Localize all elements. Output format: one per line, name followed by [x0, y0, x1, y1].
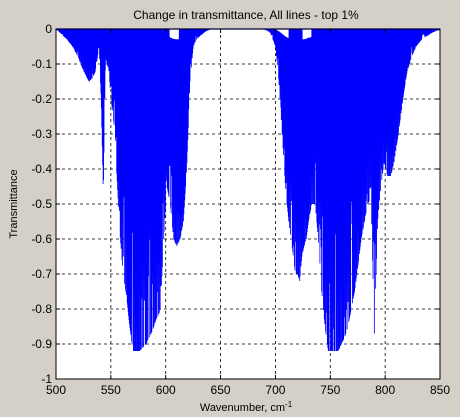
x-axis-label: Wavenumber, cm-1 [200, 400, 293, 414]
x-axis-label-superscript: -1 [285, 400, 293, 409]
chart-title: Change in transmittance, All lines - top… [133, 8, 359, 22]
y-tick-label: -0.1 [31, 57, 52, 71]
y-tick-label: -0.6 [31, 232, 52, 246]
x-tick-label: 850 [430, 383, 450, 397]
y-axis-label: Transmittance [8, 169, 20, 238]
y-tick-label: -0.9 [31, 337, 52, 351]
x-tick-label: 550 [101, 383, 121, 397]
x-tick-label: 750 [320, 383, 340, 397]
y-axis: 0 -0.1 -0.2 -0.3 -0.4 -0.5 -0.6 -0.7 -0.8 -0.9 -1 [31, 22, 440, 386]
x-tick-label: 500 [46, 383, 66, 397]
x-axis: 500 550 600 650 700 750 800 850 [46, 29, 450, 397]
x-tick-label: 600 [156, 383, 176, 397]
y-tick-label: -0.2 [31, 92, 52, 106]
y-tick-label: -1 [41, 372, 52, 386]
y-tick-label: -0.5 [31, 197, 52, 211]
y-tick-label: -0.3 [31, 127, 52, 141]
x-tick-label: 800 [375, 383, 395, 397]
x-tick-label: 650 [211, 383, 231, 397]
x-tick-label: 700 [265, 383, 285, 397]
y-tick-label: 0 [45, 22, 52, 36]
y-tick-label: -0.8 [31, 302, 52, 316]
y-tick-label: -0.4 [31, 162, 52, 176]
y-tick-label: -0.7 [31, 267, 52, 281]
